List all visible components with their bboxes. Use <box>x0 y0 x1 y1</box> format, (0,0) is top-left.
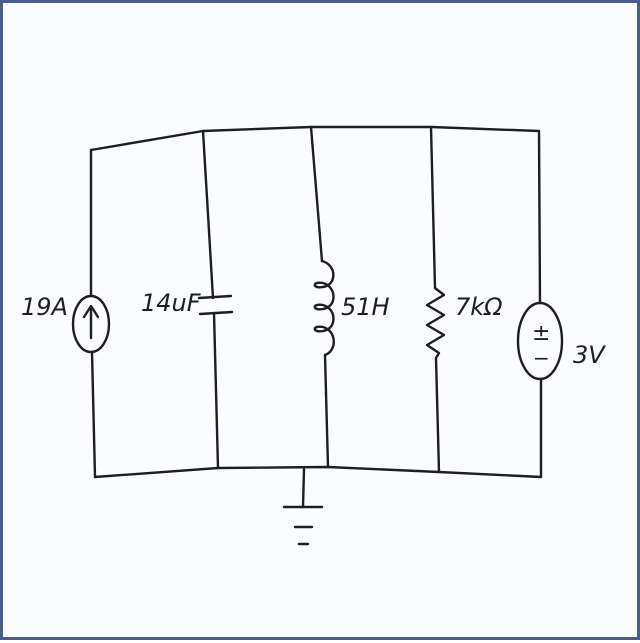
inductor-label: 51H <box>341 293 390 321</box>
capacitor <box>197 294 234 316</box>
voltage-source-label: 3V <box>573 341 606 369</box>
current-source-circle <box>71 294 111 354</box>
minus-sign-icon: − <box>533 346 550 370</box>
arrow-up-icon <box>82 304 100 319</box>
capacitor-label: 14uF <box>141 289 202 317</box>
voltage-source: ± − <box>516 301 564 381</box>
plus-sign-icon: ± <box>532 321 550 346</box>
circuit-diagram: 19A 14uF 51H 7kΩ ± − 3V <box>21 125 606 546</box>
capacitor-plate-bottom <box>198 310 234 316</box>
bottom-wire <box>93 465 543 479</box>
resistor-zigzag <box>425 286 446 360</box>
resistor-label: 7kΩ <box>455 293 503 321</box>
current-source <box>71 294 111 354</box>
current-source-lower-wire <box>90 350 97 479</box>
inductor-coil <box>313 259 335 357</box>
inductor-upper-wire <box>309 125 324 263</box>
resistor-lower-wire <box>434 356 441 474</box>
capacitor-plate-top <box>197 294 233 300</box>
capacitor-lower-wire <box>212 311 220 470</box>
capacitor-upper-wire <box>201 129 215 300</box>
ground-wire <box>301 467 306 509</box>
inductor-lower-wire <box>323 353 330 469</box>
voltage-source-circle <box>516 301 564 381</box>
current-source-label: 19A <box>21 293 68 321</box>
ground-symbol <box>282 467 324 546</box>
top-wire <box>89 125 541 152</box>
voltage-source-upper-wire <box>537 129 542 305</box>
resistor-upper-wire <box>429 125 437 290</box>
